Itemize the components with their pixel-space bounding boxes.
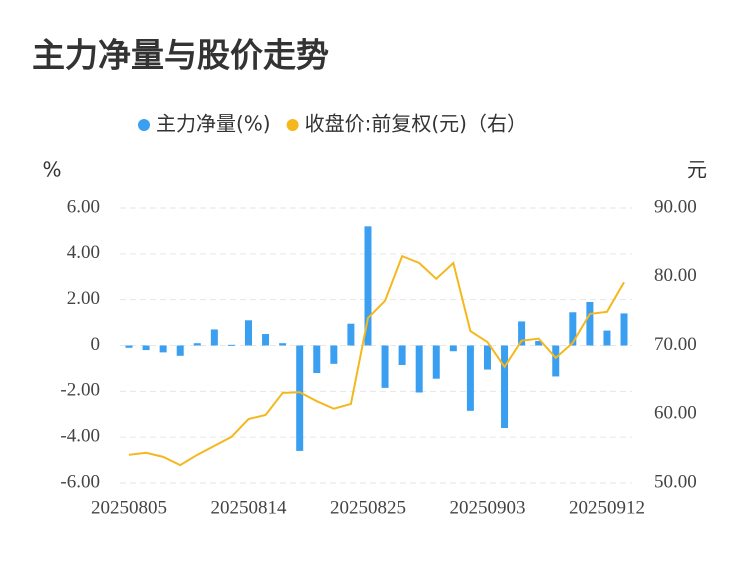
bar [176, 345, 184, 356]
legend-label: 主力净量(%) [156, 112, 271, 136]
bar [398, 345, 406, 365]
legend: 主力净量(%) 收盘价:前复权(元)（右） [138, 112, 527, 136]
y-axis-label: % [42, 158, 61, 182]
y-tick-label: -2.00 [60, 380, 100, 401]
y-tick-label: 6.00 [67, 196, 100, 217]
bar [603, 330, 611, 346]
x-tick-label: 20250912 [569, 497, 645, 518]
bar [586, 301, 594, 346]
bar [364, 226, 372, 346]
bar [620, 313, 628, 346]
bar [125, 345, 133, 348]
bar [193, 343, 201, 346]
bar [244, 320, 252, 346]
bar [569, 312, 577, 346]
y2-tick-label: 90.00 [654, 196, 697, 217]
bar [535, 340, 543, 346]
bar [483, 345, 491, 370]
legend-marker [286, 119, 299, 131]
y2-tick-label: 50.00 [654, 471, 697, 492]
bar [159, 345, 167, 353]
bar [142, 345, 150, 351]
price-line [128, 254, 625, 467]
x-tick-label: 20250825 [330, 497, 406, 518]
bar [296, 345, 304, 451]
y2-axis-label: 元 [687, 158, 707, 182]
bar [262, 334, 270, 346]
bar [347, 323, 355, 346]
bar [313, 345, 321, 373]
bar [227, 344, 235, 346]
bar [381, 345, 389, 388]
y-tick-label: 2.00 [67, 288, 100, 309]
legend-label: 收盘价:前复权(元)（右） [305, 112, 527, 136]
bar [449, 345, 457, 352]
bar [279, 343, 287, 346]
x-tick-label: 20250903 [449, 497, 525, 518]
y-tick-label: -6.00 [60, 471, 100, 492]
x-tick-label: 20250805 [91, 497, 167, 518]
y-tick-label: 0 [91, 334, 101, 355]
bar [466, 345, 474, 411]
y2-tick-label: 80.00 [654, 265, 697, 286]
y-tick-label: 4.00 [67, 242, 100, 263]
y-tick-label: -4.00 [60, 426, 100, 447]
bar [432, 345, 440, 379]
bar [518, 321, 526, 346]
bar [210, 329, 218, 346]
y2-tick-label: 60.00 [654, 403, 697, 424]
chart-title: 主力净量与股价走势 [32, 36, 329, 75]
x-tick-label: 20250814 [210, 497, 287, 518]
bar [552, 345, 560, 377]
bar [330, 345, 338, 364]
bar [501, 345, 509, 428]
bar [415, 345, 423, 393]
y2-tick-label: 70.00 [654, 334, 697, 355]
legend-marker [138, 119, 150, 131]
